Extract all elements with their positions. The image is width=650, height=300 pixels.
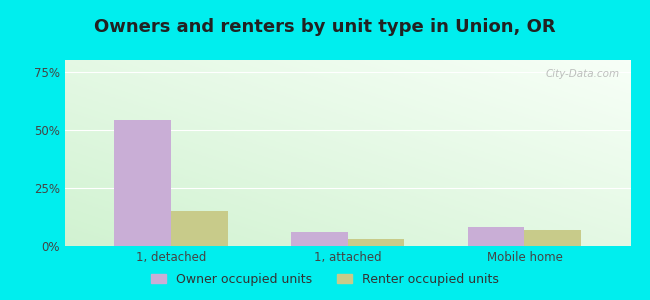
Bar: [525, 230, 581, 246]
Bar: [114, 120, 171, 246]
Text: City-Data.com: City-Data.com: [545, 69, 619, 79]
Bar: [171, 211, 228, 246]
Bar: [291, 232, 348, 246]
Bar: [468, 227, 525, 246]
Legend: Owner occupied units, Renter occupied units: Owner occupied units, Renter occupied un…: [146, 268, 504, 291]
Bar: [348, 239, 404, 246]
Text: Owners and renters by unit type in Union, OR: Owners and renters by unit type in Union…: [94, 18, 556, 36]
